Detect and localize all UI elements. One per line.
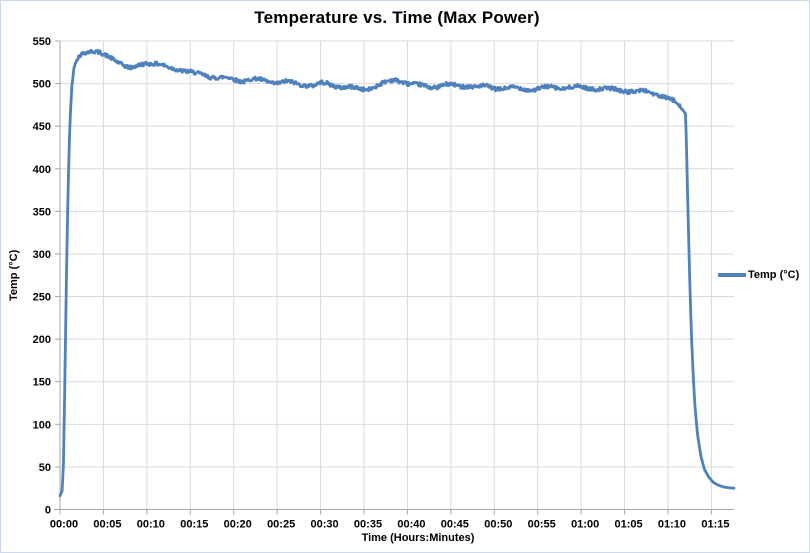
y-tick-label: 50 [39,462,51,474]
x-tick-label: 00:00 [50,519,78,531]
x-tick-label: 00:40 [397,519,425,531]
x-tick-label: 01:15 [701,519,729,531]
x-tick-label: 00:45 [441,519,469,531]
legend-line-sample-icon [718,273,746,277]
x-tick-label: 00:05 [93,519,121,531]
x-tick-label: 00:15 [180,519,208,531]
x-tick-label: 01:10 [658,519,686,531]
y-tick-label: 150 [33,377,51,389]
x-tick-label: 00:30 [310,519,338,531]
x-tick-label: 01:00 [571,519,599,531]
legend-label: Temp (°C) [748,269,800,281]
x-tick-label: 00:35 [354,519,382,531]
legend: Temp (°C) [718,269,799,281]
y-tick-label: 500 [33,79,51,91]
x-tick-label: 00:10 [137,519,165,531]
y-tick-label: 0 [45,505,51,517]
x-tick-label: 00:20 [224,519,252,531]
x-tick-label: 00:25 [267,519,295,531]
x-tick-label: 00:50 [484,519,512,531]
y-tick-label: 350 [33,206,51,218]
y-tick-label: 550 [33,36,51,48]
x-tick-label: 01:05 [614,519,642,531]
x-axis-title: Time (Hours:Minutes) [361,532,475,544]
x-tick-label: 00:55 [528,519,556,531]
chart-title: Temperature vs. Time (Max Power) [254,8,540,27]
y-tick-label: 300 [33,249,51,261]
y-tick-label: 450 [33,121,51,133]
y-axis-title: Temp (°C) [8,249,20,301]
y-tick-label: 200 [33,334,51,346]
y-tick-label: 400 [33,164,51,176]
y-tick-label: 100 [33,419,51,431]
temp-series-line [58,48,736,498]
y-tick-label: 250 [33,292,51,304]
